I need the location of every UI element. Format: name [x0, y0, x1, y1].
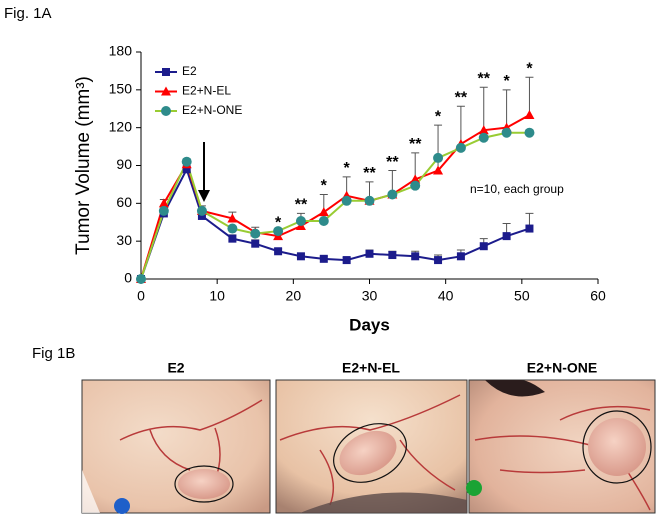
marker [387, 189, 398, 200]
marker [274, 247, 283, 256]
marker [456, 252, 465, 261]
marker [410, 174, 421, 184]
marker [227, 223, 238, 234]
marker [524, 127, 535, 138]
marker [197, 211, 206, 220]
marker [433, 152, 444, 163]
marker [364, 195, 375, 206]
legend-label: E2+N-ONE [182, 103, 242, 117]
significance-label: ** [295, 197, 308, 214]
x-tick-label: 30 [362, 288, 378, 304]
y-tick-label: 150 [109, 81, 133, 97]
legend-marker [162, 68, 170, 76]
marker [525, 224, 534, 233]
marker [524, 110, 535, 120]
marker [318, 207, 329, 217]
marker [158, 205, 169, 216]
significance-label: * [526, 60, 533, 77]
y-tick-label: 60 [116, 194, 132, 210]
marker [502, 232, 511, 241]
y-tick-label: 120 [109, 118, 133, 134]
significance-label: * [503, 73, 510, 90]
x-axis-label: Days [349, 315, 390, 334]
x-tick-label: 20 [286, 288, 302, 304]
y-tick-label: 90 [116, 156, 132, 172]
marker [342, 256, 351, 265]
marker [136, 274, 146, 284]
marker [296, 252, 305, 261]
marker [433, 165, 444, 175]
marker [295, 215, 306, 226]
chart: 0 30 60 90 120 150 180 0 10 20 30 40 50 60 Days Tumor V… [73, 43, 606, 335]
photo [81, 379, 271, 514]
photo [466, 379, 656, 514]
legend-marker [161, 106, 171, 116]
marker [365, 249, 374, 258]
significance-label: * [435, 108, 442, 125]
marker [227, 213, 238, 223]
marker [479, 242, 488, 251]
marker [273, 226, 284, 237]
legend-label: E2 [182, 64, 197, 78]
marker [181, 156, 192, 167]
error-bar [434, 124, 443, 171]
panel-title: E2+N-EL [342, 360, 400, 376]
significance-label: ** [478, 71, 491, 88]
panel-title: E2+N-ONE [527, 360, 597, 376]
error-bar [525, 76, 534, 116]
x-tick-label: 40 [438, 288, 454, 304]
significance-label: * [275, 214, 282, 231]
panel-title: E2 [167, 360, 184, 376]
figure-label: Fig. 1A [4, 5, 52, 22]
error-bar [456, 105, 465, 145]
marker [250, 228, 261, 239]
photo [275, 379, 468, 514]
marker [196, 205, 207, 216]
marker [318, 215, 329, 226]
significance-label: * [321, 178, 328, 195]
series-line [140, 114, 530, 280]
significance-label: ** [386, 154, 399, 171]
arrowhead [198, 190, 210, 202]
marker [319, 254, 328, 263]
marker [455, 142, 466, 153]
marker [158, 198, 169, 208]
error-bar [479, 86, 488, 131]
marker [478, 125, 489, 135]
x-tick-label: 60 [590, 288, 606, 304]
y-tick-label: 180 [109, 43, 133, 59]
x-tick-label: 10 [209, 288, 225, 304]
marker [251, 239, 260, 248]
significance-label: ** [455, 89, 468, 106]
y-tick-label: 0 [124, 270, 132, 286]
marker [228, 234, 237, 243]
marker [411, 252, 420, 261]
significance-label: * [344, 160, 351, 177]
error-bar [502, 89, 511, 128]
significance-label: ** [363, 165, 376, 182]
significance-label: ** [409, 136, 422, 153]
marker [388, 251, 397, 260]
figure-label: Fig 1B [32, 345, 75, 362]
marker [341, 195, 352, 206]
legend-marker [161, 86, 171, 96]
x-tick-label: 50 [514, 288, 530, 304]
marker [501, 127, 512, 138]
marker [182, 165, 191, 174]
y-tick-label: 30 [116, 232, 132, 248]
marker [434, 256, 443, 265]
y-axis-label: Tumor Volume (mm³) [73, 76, 94, 255]
marker [410, 180, 421, 191]
legend-label: E2+N-EL [182, 84, 231, 98]
note: n=10, each group [470, 182, 564, 196]
x-tick-label: 0 [137, 288, 145, 304]
marker [478, 132, 489, 143]
